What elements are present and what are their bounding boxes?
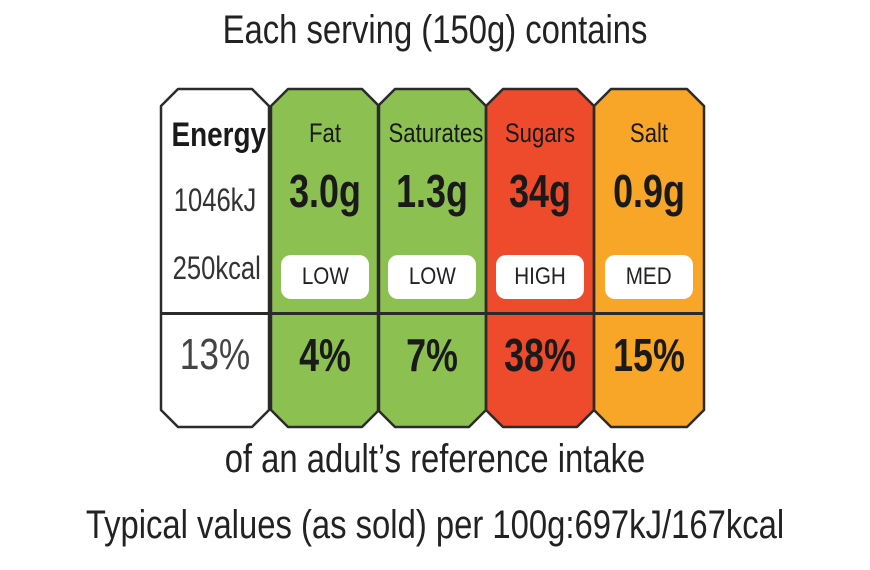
salt-divider [595,312,703,315]
reference-intake-text: of an adult’s reference intake [224,437,646,481]
fat-level: LOW [301,263,349,290]
saturates-amount: 1.3g [396,165,468,217]
salt-level: MED [626,263,672,290]
saturates-level-badge: LOW [388,255,476,299]
energy-kcal: 250kcal [172,250,261,286]
energy-percent: 13% [179,330,251,379]
saturates-column: Saturates 1.3g LOW 7% [377,88,487,428]
saturates-name: Saturates [388,118,484,148]
sugars-percent: 38% [504,329,576,381]
fat-level-badge: LOW [281,255,369,299]
fat-divider [272,312,378,315]
energy-kj: 1046kJ [173,182,257,218]
sugars-name: Sugars [504,118,576,148]
salt-percent: 15% [613,329,685,381]
saturates-percent: 7% [406,329,458,381]
fat-name: Fat [308,118,341,148]
salt-level-badge: MED [605,255,693,299]
sugars-level: HIGH [514,263,566,290]
energy-divider [162,312,268,315]
fat-amount: 3.0g [289,165,361,217]
sugars-divider [487,312,593,315]
label-title: Each serving (150g) contains [222,8,648,52]
fat-column: Fat 3.0g LOW 4% [270,88,380,428]
typical-values-text: Typical values (as sold) per 100g:697kJ/… [85,503,785,547]
saturates-level: LOW [408,263,456,290]
salt-column: Salt 0.9g MED 15% [593,88,705,428]
salt-amount: 0.9g [613,165,685,217]
sugars-amount: 34g [509,165,571,217]
saturates-divider [379,312,485,315]
energy-label: Energy [171,116,267,154]
sugars-column: Sugars 34g HIGH 38% [485,88,595,428]
fat-percent: 4% [299,329,351,381]
energy-column: Energy 1046kJ 250kcal 13% [160,88,270,428]
sugars-level-badge: HIGH [496,255,584,299]
salt-name: Salt [629,118,669,148]
